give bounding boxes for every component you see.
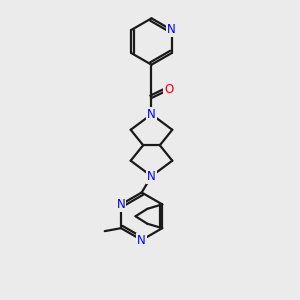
Text: O: O [164, 83, 173, 96]
Text: N: N [167, 23, 176, 36]
Text: N: N [147, 108, 156, 121]
Text: N: N [117, 198, 125, 211]
Text: N: N [147, 170, 156, 183]
Text: N: N [137, 234, 146, 247]
